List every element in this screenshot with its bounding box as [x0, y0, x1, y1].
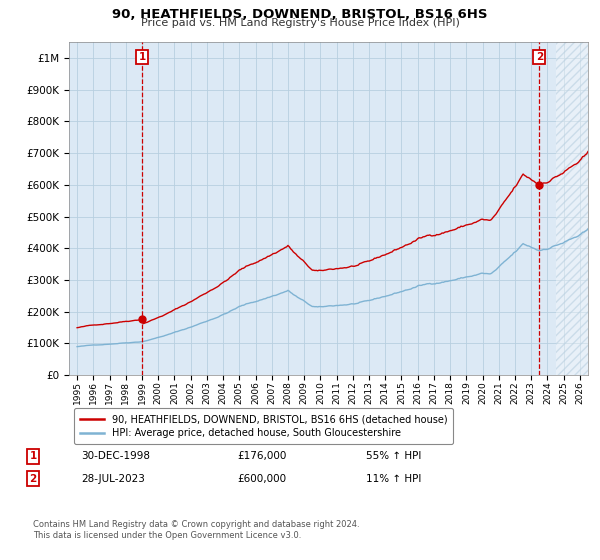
Text: 1: 1	[29, 451, 37, 461]
Text: 11% ↑ HPI: 11% ↑ HPI	[366, 474, 421, 484]
Legend: 90, HEATHFIELDS, DOWNEND, BRISTOL, BS16 6HS (detached house), HPI: Average price: 90, HEATHFIELDS, DOWNEND, BRISTOL, BS16 …	[74, 408, 453, 444]
Text: 90, HEATHFIELDS, DOWNEND, BRISTOL, BS16 6HS: 90, HEATHFIELDS, DOWNEND, BRISTOL, BS16 …	[112, 8, 488, 21]
Text: 28-JUL-2023: 28-JUL-2023	[81, 474, 145, 484]
Text: 55% ↑ HPI: 55% ↑ HPI	[366, 451, 421, 461]
Text: 1: 1	[139, 52, 146, 62]
Text: £176,000: £176,000	[237, 451, 286, 461]
Text: £600,000: £600,000	[237, 474, 286, 484]
Text: 30-DEC-1998: 30-DEC-1998	[81, 451, 150, 461]
Text: Price paid vs. HM Land Registry's House Price Index (HPI): Price paid vs. HM Land Registry's House …	[140, 18, 460, 29]
Text: 2: 2	[29, 474, 37, 484]
Bar	[556, 42, 588, 375]
Bar	[556, 42, 588, 375]
Text: Contains HM Land Registry data © Crown copyright and database right 2024.
This d: Contains HM Land Registry data © Crown c…	[33, 520, 359, 540]
Text: 2: 2	[536, 52, 543, 62]
